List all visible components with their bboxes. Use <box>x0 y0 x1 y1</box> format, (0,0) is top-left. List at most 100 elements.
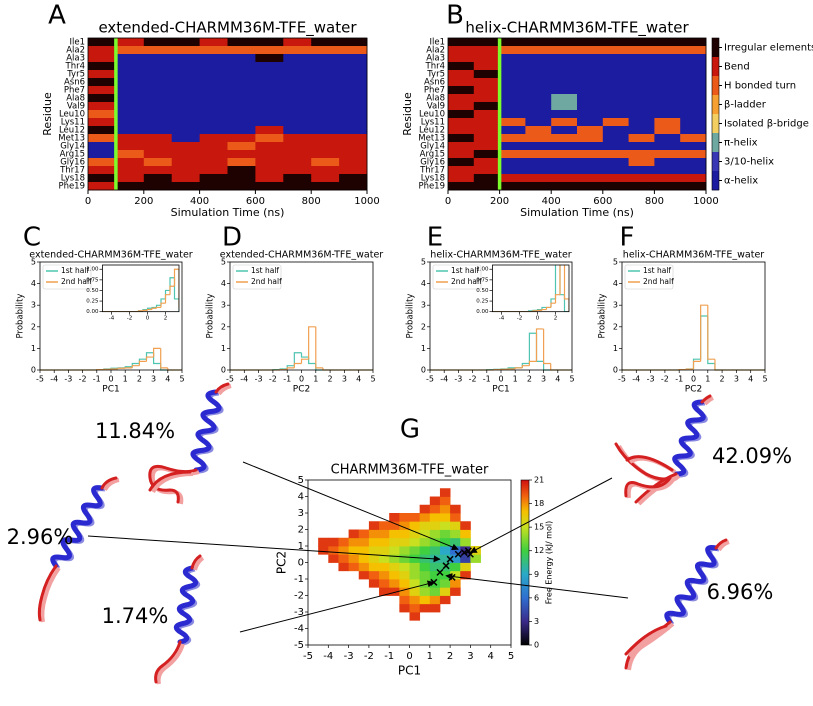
heatmap-cell <box>680 126 706 134</box>
heatmap-cell <box>500 126 526 134</box>
energy-cell <box>379 579 390 588</box>
heatmap-cell <box>144 38 172 46</box>
x-axis-label: PC1 <box>398 664 421 678</box>
y-tick-label: 2 <box>221 322 226 331</box>
y-tick-label: 2 <box>298 525 304 536</box>
heatmap-cell <box>228 70 256 78</box>
heatmap-cell <box>551 126 577 134</box>
heatmap-cell <box>654 142 680 150</box>
heatmap-cell <box>680 166 706 174</box>
heatmap-cell <box>200 166 228 174</box>
heatmap-cell <box>680 46 706 54</box>
histogram-step <box>316 327 323 368</box>
y-tick-label: 3 <box>31 301 36 310</box>
legend-swatch <box>712 152 719 171</box>
heatmap-cell <box>88 150 116 158</box>
heatmap-cell <box>551 78 577 86</box>
heatmap-cell <box>255 102 283 110</box>
heatmap-cell <box>200 54 228 62</box>
heatmap-cell <box>88 78 116 86</box>
heatmap-cell <box>228 38 256 46</box>
energy-cell <box>440 513 451 522</box>
heatmap-cell <box>116 102 144 110</box>
heatmap-cell <box>339 46 367 54</box>
heatmap-cell <box>654 94 680 102</box>
energy-cell <box>450 530 461 539</box>
heatmap-cell <box>629 54 655 62</box>
energy-cell <box>430 546 441 555</box>
heatmap-cell <box>228 86 256 94</box>
heatmap-cell <box>339 86 367 94</box>
energy-cell <box>420 563 431 572</box>
heatmap-cell <box>603 62 629 70</box>
heatmap-cell <box>339 78 367 86</box>
heatmap-cell <box>577 94 603 102</box>
heatmap-cell <box>603 142 629 150</box>
y-tick-label: -5 <box>294 640 304 651</box>
heatmap-cell <box>654 174 680 182</box>
histogram-step <box>132 366 139 368</box>
heatmap-cell <box>500 166 526 174</box>
energy-cell <box>399 513 410 522</box>
x-tick-label: 5 <box>569 375 574 384</box>
heatmap-cell <box>577 54 603 62</box>
heatmap-cell <box>500 54 526 62</box>
heatmap-cell <box>680 158 706 166</box>
heatmap-cell <box>603 38 629 46</box>
heatmap-cell <box>448 126 474 134</box>
energy-cell <box>389 513 400 522</box>
x-tick-label: 0 <box>299 375 304 384</box>
heatmap-cell <box>500 78 526 86</box>
heatmap-cell <box>577 166 603 174</box>
heatmap-cell <box>228 102 256 110</box>
heatmap-cell <box>629 78 655 86</box>
heatmap-cell <box>172 166 200 174</box>
heatmap-cell <box>88 62 116 70</box>
heatmap-cell <box>629 174 655 182</box>
heatmap-cell <box>474 62 500 70</box>
x-tick-label: -2 <box>127 316 132 322</box>
heatmap-cell <box>448 86 474 94</box>
heatmap-cell <box>116 158 144 166</box>
x-tick-label: 2 <box>447 651 453 662</box>
legend-label: Irregular elements <box>724 43 813 54</box>
heatmap-cell <box>551 134 577 142</box>
heatmap-cell <box>500 70 526 78</box>
heatmap-cell <box>525 46 551 54</box>
heatmap-cell <box>577 110 603 118</box>
heatmap-cell <box>144 78 172 86</box>
heatmap-cell <box>144 158 172 166</box>
heatmap-cell <box>525 54 551 62</box>
heatmap-cell <box>200 110 228 118</box>
histogram-step <box>715 359 722 370</box>
heatmap-cell <box>283 110 311 118</box>
energy-cell <box>399 554 410 563</box>
heatmap-cell <box>448 166 474 174</box>
heatmap-cell <box>629 142 655 150</box>
histogram-step <box>522 366 529 368</box>
heatmap-cell <box>144 142 172 150</box>
y-tick-label: 0 <box>298 558 304 569</box>
heatmap-cell <box>283 78 311 86</box>
heatmap-cell <box>474 94 500 102</box>
heatmap-cell <box>255 158 283 166</box>
heatmap-cell <box>500 174 526 182</box>
energy-cell <box>410 604 421 613</box>
heatmap-cell <box>448 62 474 70</box>
legend-swatch <box>712 38 719 57</box>
heatmap-cell <box>116 110 144 118</box>
histogram-step <box>515 368 522 369</box>
heatmap-cell <box>311 54 339 62</box>
heatmap-cell <box>283 86 311 94</box>
energy-cell <box>389 579 400 588</box>
legend-label: 1st half <box>61 266 89 275</box>
heatmap-cell <box>525 102 551 110</box>
x-tick-label: 800 <box>645 196 664 207</box>
energy-cell <box>389 571 400 580</box>
energy-cell <box>410 571 421 580</box>
y-tick-label: 0 <box>221 366 226 375</box>
heatmap-cell <box>603 150 629 158</box>
heatmap-cell <box>474 46 500 54</box>
energy-cell <box>420 521 431 530</box>
heatmap-cell <box>172 182 200 190</box>
